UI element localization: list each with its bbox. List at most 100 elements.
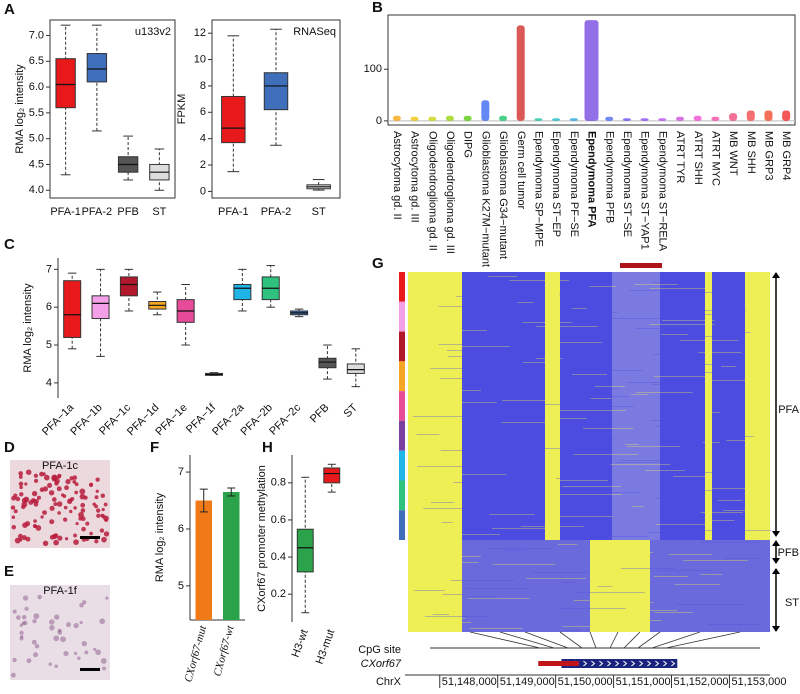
heatmap-noise	[556, 494, 622, 495]
strip-cluster	[516, 25, 525, 121]
cell-nucleus	[105, 596, 109, 600]
heatmap-noise	[689, 364, 713, 365]
heatmap-noise	[455, 296, 488, 297]
heatmap-noise	[517, 302, 534, 303]
cell-nucleus	[31, 639, 37, 645]
gene	[561, 659, 678, 668]
gene-chevron	[663, 660, 668, 667]
y-axis-label: RMA log₂ intensity	[154, 492, 166, 582]
cell-nucleus	[22, 595, 29, 601]
cell-nucleus	[33, 473, 39, 478]
x-tick-label: DIPG	[462, 131, 474, 158]
promoter	[538, 661, 579, 666]
heatmap-noise	[557, 544, 578, 545]
cell-nucleus	[11, 515, 16, 519]
heatmap-noise	[635, 328, 704, 329]
cell-nucleus	[18, 537, 23, 542]
y-tick-label: 5.5	[29, 107, 44, 119]
cell-nucleus	[51, 474, 58, 481]
strip-cluster	[605, 116, 614, 121]
cell-nucleus	[32, 498, 36, 503]
subgroup-strip	[399, 301, 405, 332]
heatmap-noise	[655, 498, 705, 499]
cell-nucleus	[54, 664, 59, 669]
heatmap-noise	[440, 450, 504, 451]
heatmap-noise	[615, 462, 682, 463]
heatmap-noise	[561, 438, 615, 439]
cell-nucleus	[64, 485, 69, 491]
heatmap-noise	[469, 628, 523, 629]
heatmap-noise	[678, 310, 746, 311]
subgroup-strip	[399, 361, 405, 392]
x-tick-label: PFA−2c	[267, 401, 303, 437]
cell-nucleus	[13, 509, 18, 514]
heatmap-noise	[486, 298, 507, 299]
x-tick-label: PFA-2	[261, 206, 292, 218]
x-tick-label: ATRT TYR	[674, 131, 686, 183]
heatmap-block	[612, 272, 660, 540]
micrograph-label: PFA-1c	[42, 460, 79, 472]
heatmap-noise	[412, 416, 471, 417]
strip-cluster	[729, 113, 738, 121]
strip-cluster	[711, 116, 720, 121]
cell-nucleus	[79, 603, 84, 608]
x-tick-label: 51,148,000	[442, 676, 497, 688]
cell-nucleus	[34, 478, 39, 483]
strip-cluster	[584, 20, 599, 121]
heatmap-noise	[545, 480, 608, 481]
heatmap-noise	[653, 354, 685, 355]
cell-nucleus	[40, 515, 44, 519]
heatmap-noise	[432, 614, 450, 615]
strip-cluster	[782, 110, 791, 121]
cell-nucleus	[42, 510, 47, 516]
heatmap-noise	[522, 322, 572, 323]
heatmap-noise	[559, 294, 596, 295]
heatmap-block	[712, 272, 745, 540]
strip-cluster	[410, 116, 419, 121]
y-axis-label: RMA log₂ intensity	[22, 283, 34, 373]
heatmap-block	[462, 540, 590, 632]
y-tick-label: 0.8	[271, 477, 286, 489]
heatmap-noise	[572, 504, 583, 505]
heatmap-noise	[721, 366, 737, 367]
cell-nucleus	[101, 507, 105, 512]
heatmap-noise	[661, 292, 732, 293]
strip-cluster	[552, 118, 561, 121]
heatmap-noise	[590, 398, 612, 399]
cell-nucleus	[49, 624, 55, 631]
heatmap-block	[650, 540, 770, 632]
box	[55, 58, 76, 109]
heatmap-noise	[424, 616, 488, 617]
x-tick-label: Ependymoma ST−RELA	[656, 131, 668, 252]
y-tick-label: 4	[46, 377, 52, 389]
heatmap-noise	[439, 378, 494, 379]
cell-nucleus	[49, 519, 55, 525]
heatmap-block	[462, 272, 545, 540]
heatmap-noise	[708, 624, 759, 625]
box	[119, 276, 138, 297]
cell-nucleus	[26, 658, 32, 664]
cell-nucleus	[70, 497, 75, 502]
x-tick-label: MB SHH	[745, 131, 757, 174]
strip-cluster	[764, 110, 773, 121]
heatmap-noise	[619, 460, 661, 461]
cell-nucleus	[22, 620, 28, 626]
x-tick-label: Ependymoma ST−SE	[621, 131, 633, 237]
annotation: RNASeq	[293, 26, 336, 38]
y-tick-label: 0	[200, 185, 206, 197]
heatmap-noise	[718, 500, 743, 501]
cell-nucleus	[56, 486, 62, 492]
cell-nucleus	[24, 482, 28, 486]
cell-nucleus	[56, 474, 61, 479]
heatmap-noise	[681, 518, 694, 519]
plot-frame	[387, 14, 796, 126]
heatmap-noise	[704, 530, 772, 531]
heatmap-noise	[667, 490, 724, 491]
heatmap-noise	[509, 280, 570, 281]
cell-nucleus	[22, 522, 28, 528]
heatmap-noise	[588, 286, 617, 287]
heatmap-noise	[454, 562, 479, 563]
subgroup-strip	[399, 391, 405, 421]
x-tick-label: H3-wt	[290, 628, 311, 659]
cell-nucleus	[10, 672, 16, 678]
